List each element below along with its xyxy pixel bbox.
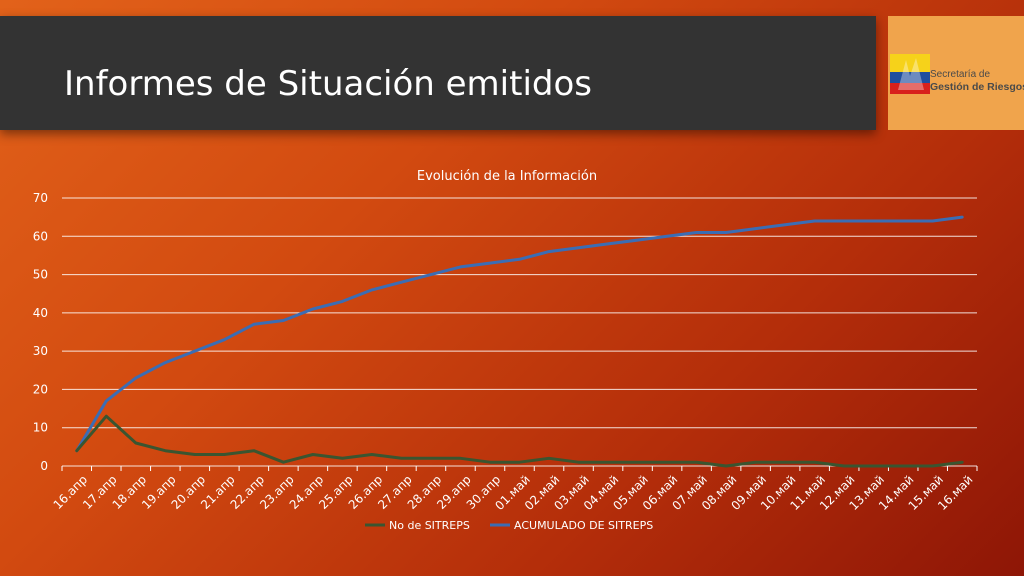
page-title: Informes de Situación emitidos [64, 64, 592, 104]
y-tick-label: 30 [33, 344, 48, 358]
y-tick-label: 40 [33, 306, 48, 320]
chart-title: Evolución de la Información [417, 169, 597, 184]
y-tick-label: 50 [33, 268, 48, 282]
chart-legend: No de SITREPS ACUMULADO DE SITREPS [365, 519, 653, 532]
title-bar: Informes de Situación emitidos [0, 16, 876, 130]
y-tick-label: 70 [33, 191, 48, 205]
legend-label: No de SITREPS [389, 519, 470, 532]
logo-text-line1: Secretaría de [930, 69, 991, 80]
gridlines [62, 197, 977, 467]
y-tick-label: 20 [33, 382, 48, 396]
y-tick-label: 0 [40, 459, 48, 473]
y-axis: 0 10 20 30 40 50 60 70 [33, 191, 48, 473]
logo-text-line2: Gestión de Riesgos [930, 81, 1024, 93]
series-line-2 [75, 215, 964, 453]
logo-icon [890, 54, 930, 94]
y-tick-label: 60 [33, 229, 48, 243]
series-line-1 [75, 414, 964, 468]
series-lines [75, 215, 964, 468]
logo-panel: Secretaría de Gestión de Riesgos [888, 16, 1024, 130]
y-tick-label: 10 [33, 421, 48, 435]
legend-label: ACUMULADO DE SITREPS [514, 519, 653, 532]
x-axis: 16.апр17.апр18.апр19.апр20.апр21.апр22.а… [51, 466, 978, 513]
